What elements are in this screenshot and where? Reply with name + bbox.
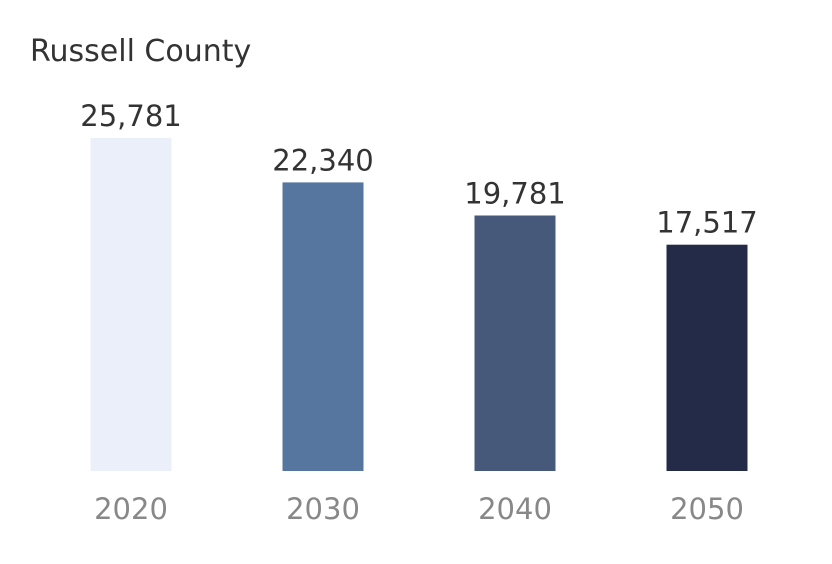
x-tick-2050: 2050 — [670, 492, 744, 526]
value-labels-layer: 25,781 22,340 19,781 17,517 — [80, 99, 757, 240]
value-label-2040: 19,781 — [464, 177, 565, 211]
x-tick-2040: 2040 — [478, 492, 552, 526]
bar-2040 — [474, 215, 556, 471]
value-label-2030: 22,340 — [272, 143, 373, 177]
value-label-2050: 17,517 — [656, 206, 757, 240]
bar-2020 — [90, 138, 172, 471]
x-axis-ticks: 2020 2030 2040 2050 — [94, 492, 744, 526]
x-tick-2020: 2020 — [94, 492, 168, 526]
value-label-2020: 25,781 — [80, 99, 181, 133]
chart-title: Russell County — [30, 34, 252, 69]
bars-layer — [90, 138, 748, 471]
bar-2050 — [666, 244, 748, 471]
bar-2030 — [282, 182, 364, 471]
x-tick-2030: 2030 — [286, 492, 360, 526]
